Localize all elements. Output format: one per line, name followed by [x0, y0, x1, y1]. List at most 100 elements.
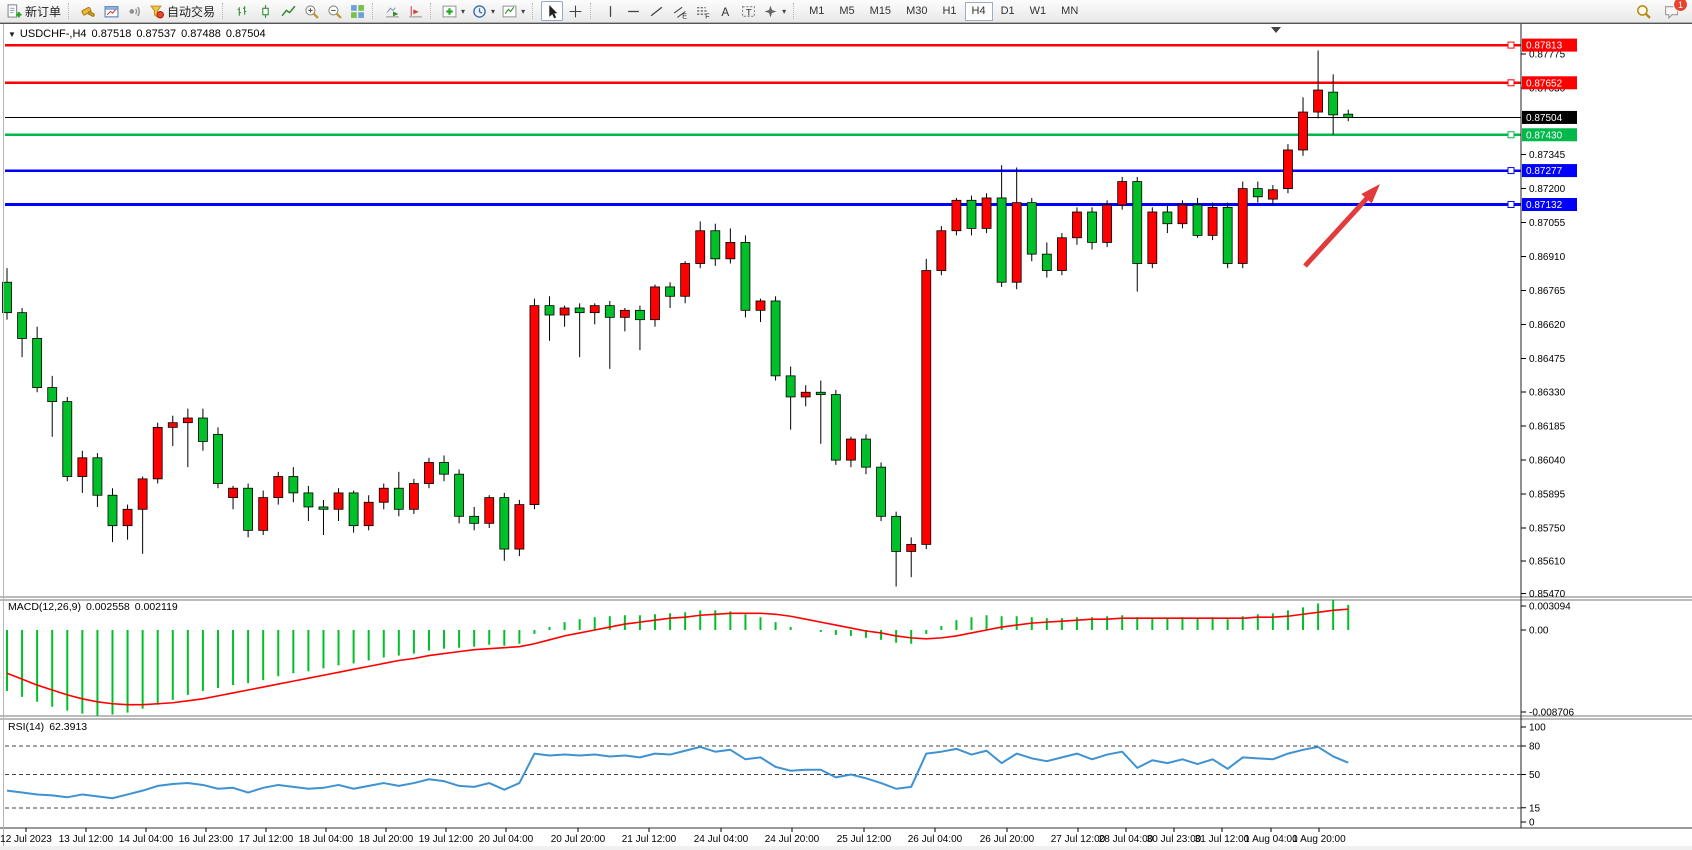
timeframe-M15[interactable]: M15 — [863, 2, 898, 21]
candle-body-up — [846, 438, 856, 461]
tester-button[interactable] — [77, 1, 99, 21]
text-label-button[interactable]: T — [737, 1, 759, 21]
candle-body-down — [47, 387, 58, 403]
candle-body-up — [167, 422, 178, 428]
charts-button[interactable] — [100, 1, 122, 21]
macd-name: MACD(12,26,9) — [8, 601, 81, 613]
horizontal-line-button[interactable] — [622, 1, 644, 21]
new-order-label: 新订单 — [25, 4, 62, 19]
line-chart-icon — [281, 5, 296, 16]
price-tick-label: 0.86475 — [1529, 354, 1566, 365]
dropdown-arrow-icon: ▾ — [491, 6, 496, 16]
candle-body-up — [1207, 206, 1218, 236]
svg-text:E: E — [682, 11, 687, 19]
auto-scroll-button[interactable] — [381, 1, 403, 21]
notification-badge[interactable]: 1 — [1673, 0, 1688, 12]
macd-value-main: 0.002558 — [85, 601, 130, 613]
candle-body-down — [213, 433, 223, 484]
shapes-button[interactable]: ▾ — [760, 1, 789, 21]
annotation-arrow-shaft[interactable] — [1303, 194, 1372, 268]
new-order-button[interactable]: 新订单 — [4, 1, 64, 21]
timeframe-M1[interactable]: M1 — [802, 2, 831, 21]
equidistant-channel-icon: E — [673, 6, 687, 19]
candle-body-down — [604, 305, 615, 318]
price-tick-label: 0.85895 — [1529, 490, 1566, 501]
vertical-line-button[interactable] — [599, 1, 621, 21]
date-label: 24 Jul 20:00 — [765, 834, 820, 845]
candle-body-up — [1057, 237, 1067, 271]
date-label: 26 Jul 04:00 — [908, 834, 963, 845]
timeframe-MN[interactable]: MN — [1054, 2, 1085, 21]
candle-body-down — [17, 312, 27, 339]
periods-button[interactable]: ▾ — [469, 1, 498, 21]
level-handle[interactable] — [1507, 79, 1515, 87]
timeframe-H1[interactable]: H1 — [935, 2, 963, 21]
text-label-icon: T — [741, 5, 755, 18]
rsi-tick-label: 0 — [1529, 818, 1535, 829]
timeframe-M5[interactable]: M5 — [832, 2, 861, 21]
level-handle[interactable] — [1507, 201, 1515, 209]
chart-shift-button[interactable] — [404, 1, 426, 21]
fibonacci-button[interactable]: F — [691, 1, 713, 21]
cursor-button[interactable] — [541, 1, 564, 21]
alerts-button[interactable] — [123, 1, 145, 21]
candlestick-chart-button[interactable] — [254, 1, 276, 21]
auto-trading-icon — [150, 5, 165, 18]
rsi-line — [6, 745, 1349, 800]
ohlc-high: 0.87537 — [136, 28, 177, 40]
candle-body-down — [303, 492, 314, 508]
candle-body-up — [725, 242, 736, 260]
crosshair-button[interactable] — [564, 1, 586, 21]
macd-pane[interactable] — [5, 600, 1521, 716]
zoom-out-icon — [327, 4, 342, 19]
trendline-icon — [650, 6, 662, 16]
candle-body-down — [439, 462, 449, 475]
timeframe-D1[interactable]: D1 — [994, 2, 1022, 21]
rsi-value: 62.3913 — [49, 721, 88, 733]
templates-button[interactable]: ▾ — [499, 1, 528, 21]
timeframe-W1[interactable]: W1 — [1023, 2, 1054, 21]
candle-body-up — [755, 300, 766, 311]
bar-chart-button[interactable] — [231, 1, 253, 21]
candle-body-up — [77, 457, 88, 477]
rsi-label: RSI(14) 62.3913 — [8, 721, 87, 733]
zoom-in-button[interactable] — [300, 1, 322, 21]
trendline-button[interactable] — [645, 1, 667, 21]
rsi-pane[interactable] — [5, 719, 1521, 828]
line-chart-button[interactable] — [277, 1, 299, 21]
candle-body-down — [635, 309, 645, 321]
level-handle[interactable] — [1507, 167, 1515, 175]
candle-body-down — [770, 300, 781, 377]
level-handle[interactable] — [1507, 131, 1515, 139]
zoom-out-button[interactable] — [323, 1, 345, 21]
price-tick-label: 0.85470 — [1529, 589, 1566, 600]
candle-body-up — [800, 391, 811, 398]
date-label: 19 Jul 12:00 — [419, 834, 474, 845]
candle-body-down — [544, 305, 555, 316]
price-tick-label: 0.87345 — [1529, 150, 1566, 161]
auto-trading-button[interactable]: 自动交易 — [146, 1, 218, 21]
annotation-arrow-head[interactable] — [1361, 184, 1380, 204]
text-button[interactable]: A — [714, 1, 736, 21]
price-box-label: 0.87652 — [1526, 78, 1563, 89]
search-button[interactable] — [1632, 1, 1654, 21]
tile-windows-button[interactable] — [346, 1, 368, 21]
candle-body-up — [650, 286, 660, 321]
chart-window-icon — [104, 5, 118, 17]
equidistant-channel-button[interactable]: E — [668, 1, 690, 21]
ohlc-close: 0.87504 — [225, 28, 266, 40]
indicators-button[interactable]: ▾ — [439, 1, 468, 21]
shapes-icon — [764, 5, 777, 17]
timeframe-H4[interactable]: H4 — [964, 1, 993, 21]
price-box-0.87504 — [1522, 110, 1577, 124]
level-handle[interactable] — [1507, 41, 1515, 49]
one-click-caret-icon[interactable]: ▼ — [8, 30, 16, 39]
candle-body-up — [1117, 181, 1128, 206]
timeframe-M30[interactable]: M30 — [899, 2, 934, 21]
chart-shift-icon — [408, 5, 422, 17]
candle-body-up — [695, 230, 706, 264]
fibonacci-icon: F — [696, 6, 710, 19]
candle-body-down — [288, 476, 299, 494]
